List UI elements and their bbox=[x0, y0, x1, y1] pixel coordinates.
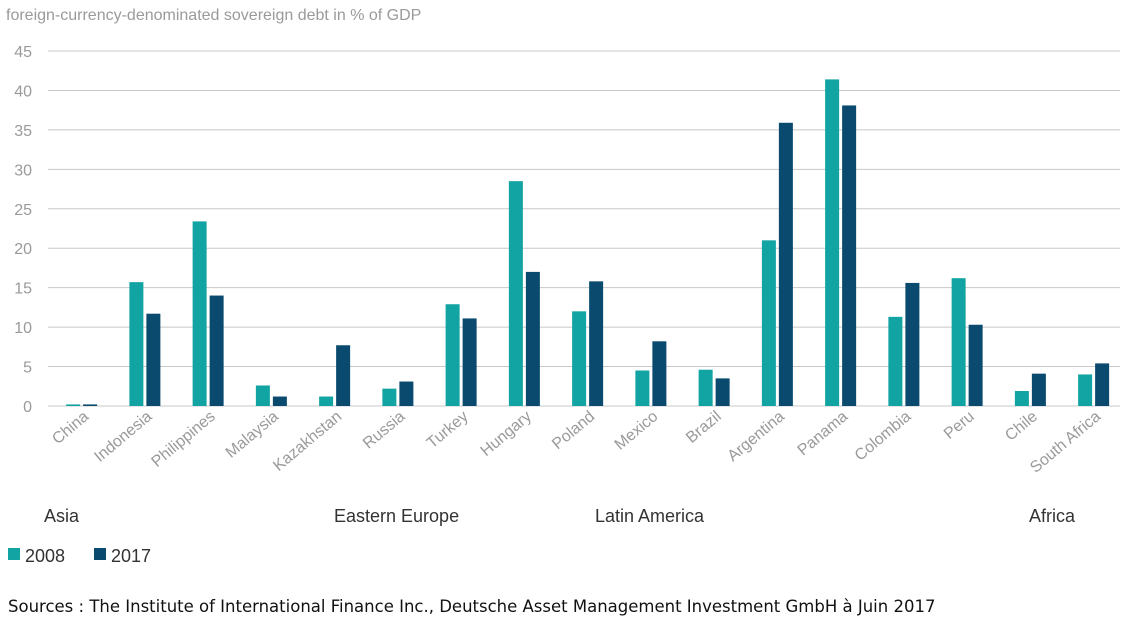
y-axis: 0 5 10 15 20 25 30 35 40 45 bbox=[14, 44, 32, 416]
y-tick-label: 15 bbox=[14, 281, 32, 298]
x-tick-label: Hungary bbox=[478, 408, 535, 460]
x-tick-label: Philippines bbox=[148, 408, 218, 471]
bar-russia-2017 bbox=[399, 381, 414, 406]
y-tick-label: 30 bbox=[14, 162, 32, 179]
unit-label: foreign-currency-denominated sovereign d… bbox=[6, 7, 421, 24]
y-tick-label: 10 bbox=[14, 320, 32, 337]
x-tick-label: Peru bbox=[941, 408, 978, 443]
bar-turkey-2008 bbox=[445, 304, 460, 406]
legend-swatch-2017 bbox=[94, 548, 106, 560]
x-tick-label: Poland bbox=[549, 408, 598, 453]
bar-panama-2017 bbox=[842, 105, 857, 406]
region-label: Asia bbox=[44, 506, 80, 526]
bar-mexico-2017 bbox=[652, 341, 667, 406]
legend: 2008 2017 bbox=[8, 546, 151, 566]
bar-philippines-2017 bbox=[209, 295, 224, 406]
bar-poland-2008 bbox=[572, 311, 587, 406]
legend-label: 2017 bbox=[111, 546, 151, 566]
bars bbox=[66, 79, 1110, 407]
bar-panama-2008 bbox=[825, 79, 840, 407]
x-tick-label: Mexico bbox=[612, 408, 662, 454]
bar-malaysia-2008 bbox=[255, 385, 270, 406]
region-label: Africa bbox=[1029, 506, 1076, 526]
bar-indonesia-2008 bbox=[129, 282, 144, 406]
region-label: Eastern Europe bbox=[334, 506, 459, 526]
legend-swatch-2008 bbox=[8, 548, 20, 560]
bar-peru-2008 bbox=[951, 278, 966, 406]
bar-colombia-2017 bbox=[905, 282, 920, 406]
region-labels: Asia Eastern Europe Latin America Africa bbox=[44, 506, 1076, 526]
region-label: Latin America bbox=[595, 506, 705, 526]
legend-label: 2008 bbox=[25, 546, 65, 566]
y-tick-label: 0 bbox=[23, 399, 32, 416]
bar-chile-2008 bbox=[1014, 391, 1029, 406]
x-tick-label: Argentina bbox=[725, 408, 788, 465]
bar-china-2008 bbox=[66, 404, 81, 406]
x-tick-label: Indonesia bbox=[91, 408, 155, 466]
bar-chile-2017 bbox=[1031, 373, 1046, 406]
bar-kazakhstan-2008 bbox=[319, 396, 334, 406]
bar-brazil-2017 bbox=[715, 378, 730, 406]
bar-malaysia-2017 bbox=[272, 396, 287, 406]
gridlines bbox=[48, 50, 1120, 407]
bar-hungary-2008 bbox=[508, 181, 523, 406]
x-tick-label: Colombia bbox=[852, 408, 915, 465]
x-tick-label: Brazil bbox=[683, 408, 725, 447]
bar-russia-2008 bbox=[382, 388, 397, 406]
bar-mexico-2008 bbox=[635, 370, 650, 406]
sources-note: Sources : The Institute of International… bbox=[8, 597, 936, 616]
x-tick-label: Chile bbox=[1002, 408, 1041, 445]
bar-peru-2017 bbox=[968, 324, 983, 406]
bar-philippines-2008 bbox=[192, 221, 207, 406]
x-tick-label: Panama bbox=[795, 408, 852, 459]
bar-china-2017 bbox=[83, 404, 98, 406]
bar-colombia-2008 bbox=[888, 316, 903, 406]
bar-kazakhstan-2017 bbox=[336, 345, 351, 406]
y-tick-label: 35 bbox=[14, 123, 32, 140]
x-tick-label: Kazakhstan bbox=[270, 408, 345, 475]
bar-argentina-2008 bbox=[761, 240, 776, 406]
y-tick-label: 45 bbox=[14, 44, 32, 61]
x-tick-label: South Africa bbox=[1027, 408, 1104, 477]
bar-south-africa-2017 bbox=[1095, 363, 1110, 406]
bar-chart: foreign-currency-denominated sovereign d… bbox=[6, 7, 1120, 566]
bar-argentina-2017 bbox=[778, 122, 793, 407]
bar-south-africa-2008 bbox=[1078, 374, 1093, 406]
x-tick-label: China bbox=[49, 408, 92, 448]
bar-poland-2017 bbox=[589, 281, 604, 406]
bar-turkey-2017 bbox=[462, 318, 477, 406]
bar-brazil-2008 bbox=[698, 369, 713, 406]
y-tick-label: 40 bbox=[14, 83, 32, 100]
y-tick-label: 20 bbox=[14, 241, 32, 258]
y-tick-label: 25 bbox=[14, 202, 32, 219]
x-tick-label: Malaysia bbox=[223, 408, 282, 462]
bar-indonesia-2017 bbox=[146, 313, 161, 406]
x-tick-label: Turkey bbox=[424, 408, 472, 452]
bar-hungary-2017 bbox=[525, 271, 540, 406]
y-tick-label: 5 bbox=[23, 360, 32, 377]
x-tick-label: Russia bbox=[360, 408, 408, 453]
